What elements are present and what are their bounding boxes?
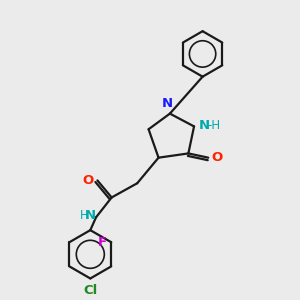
Text: N: N xyxy=(84,209,95,222)
Text: N: N xyxy=(199,119,210,132)
Text: N: N xyxy=(162,97,173,110)
Text: F: F xyxy=(98,236,107,249)
Text: H: H xyxy=(80,209,89,222)
Text: -H: -H xyxy=(208,119,221,132)
Text: Cl: Cl xyxy=(83,284,98,297)
Text: O: O xyxy=(83,174,94,187)
Text: O: O xyxy=(212,151,223,164)
